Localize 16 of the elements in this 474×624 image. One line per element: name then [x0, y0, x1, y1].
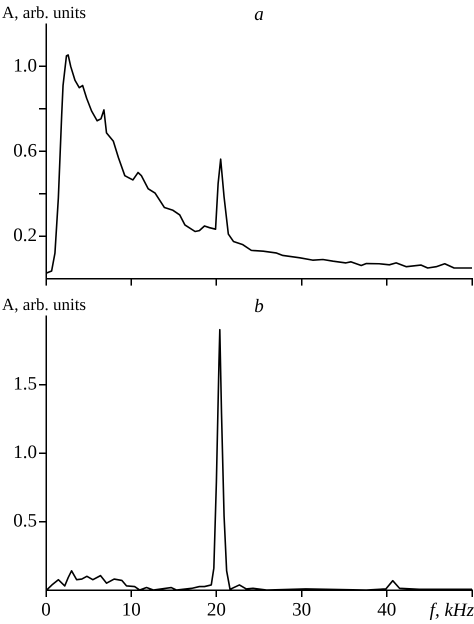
x-tick-label: 30 [292, 599, 312, 620]
y-axis-title: A, arb. units [2, 3, 86, 22]
x-tick-label: 10 [122, 599, 141, 620]
y-tick-label: 0.5 [13, 510, 37, 532]
x-tick-label: 40 [377, 599, 396, 620]
y-tick-label: 1.0 [13, 55, 37, 76]
y-tick-label: 1.0 [13, 442, 37, 463]
y-tick-label: 0.2 [13, 225, 37, 246]
x-tick-label: 20 [206, 599, 226, 620]
y-tick-label: 0.6 [13, 140, 37, 162]
chart-title: a [254, 4, 264, 25]
x-tick-label: 0 [41, 599, 51, 620]
chart-title: b [254, 296, 264, 317]
x-axis-title: f, kHz [430, 600, 474, 621]
y-axis-title: A, arb. units [2, 295, 86, 314]
y-tick-label: 1.5 [13, 373, 37, 394]
